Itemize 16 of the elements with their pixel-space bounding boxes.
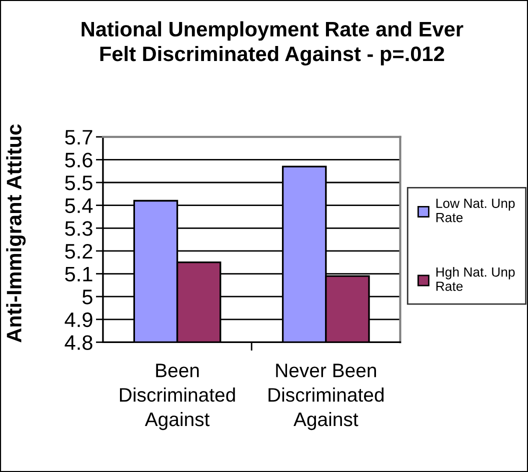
y-tick-label: 5.2 — [65, 244, 92, 259]
y-tick-label: 4.8 — [64, 335, 92, 350]
legend-label: Hgh Nat. Unp Rate — [436, 267, 515, 291]
x-tick-label: Been Discriminated Against — [120, 364, 235, 430]
y-tick-label: 4.9 — [64, 312, 92, 328]
chart-title: National Unemployment Rate and Ever Felt Discriminated Against - p=.012 — [82, 21, 464, 66]
x-tick-label: Never Been Discriminated Against — [268, 364, 384, 430]
y-tick-label: 5.3 — [65, 221, 92, 236]
y-tick-label: 5.4 — [65, 198, 93, 214]
legend-label: Low Nat. Unp Rate — [436, 198, 515, 222]
y-tick-label: 5 — [82, 290, 92, 304]
y-tick-label: 5.7 — [65, 130, 92, 145]
y-axis-title: Anti-Immigrant Attituc — [6, 124, 26, 342]
y-tick-label: 5.5 — [65, 176, 92, 190]
y-tick-label: 5.1 — [65, 266, 92, 282]
y-tick-label: 5.6 — [65, 152, 92, 168]
